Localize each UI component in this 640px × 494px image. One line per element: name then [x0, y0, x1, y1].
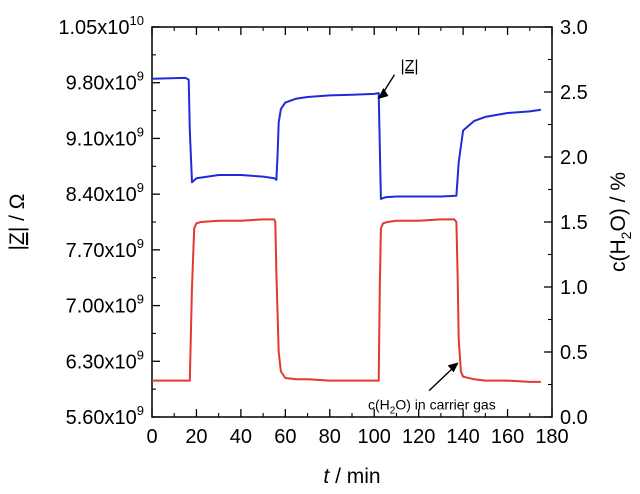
left-tick-label: 9.80x109 — [66, 69, 144, 95]
water-annotation-label: c(H2O) in carrier gas — [368, 397, 496, 417]
right-tick-label: 3.0 — [560, 17, 588, 39]
x-axis-title: t / min — [323, 465, 380, 488]
label-layer: 0 20 40 60 80 100 120 140 160 180 5.60x109 6.30x109… — [6, 13, 634, 488]
left-axis-title: |Z| / Ω — [6, 194, 29, 251]
water-annotation-arrow-line — [428, 365, 456, 392]
left-tick-label: 7.70x109 — [66, 236, 144, 262]
water-annotation-arrowhead — [447, 362, 459, 373]
tick-layer — [151, 26, 553, 418]
left-tick-label: 1.05x1010 — [58, 13, 144, 39]
x-tick-label: 120 — [402, 426, 435, 448]
x-tick-label: 60 — [274, 426, 296, 448]
x-tick-label: 80 — [319, 426, 341, 448]
x-tick-label: 160 — [491, 426, 524, 448]
x-tick-label: 140 — [446, 426, 479, 448]
right-tick-label: 2.5 — [560, 82, 588, 104]
annotation-layer: |Z| c(H2O) in carrier gas — [368, 58, 496, 417]
x-tick-label: 20 — [185, 426, 207, 448]
impedance-annotation-label: |Z| — [400, 58, 418, 75]
impedance-annotation-arrowhead — [377, 88, 389, 100]
right-tick-label: 0.0 — [560, 407, 588, 429]
series-layer — [151, 76, 542, 383]
impedance-series-line — [151, 76, 542, 200]
left-tick-label: 6.30x109 — [66, 347, 144, 373]
left-tick-label: 7.00x109 — [66, 292, 144, 318]
right-tick-label: 2.0 — [560, 147, 588, 169]
left-tick-label: 8.40x109 — [66, 180, 144, 206]
water-concentration-series-line — [152, 218, 541, 383]
x-tick-label: 40 — [230, 426, 252, 448]
x-tick-label: 100 — [358, 426, 391, 448]
left-tick-label: 9.10x109 — [66, 124, 144, 150]
left-tick-label: 5.60x109 — [66, 403, 144, 429]
right-tick-label: 0.5 — [560, 342, 588, 364]
x-tick-label: 0 — [146, 426, 157, 448]
right-tick-label: 1.5 — [560, 212, 588, 234]
x-tick-label: 180 — [535, 426, 568, 448]
right-tick-label: 1.0 — [560, 277, 588, 299]
right-axis-title: c(H2O) / % — [607, 172, 634, 272]
